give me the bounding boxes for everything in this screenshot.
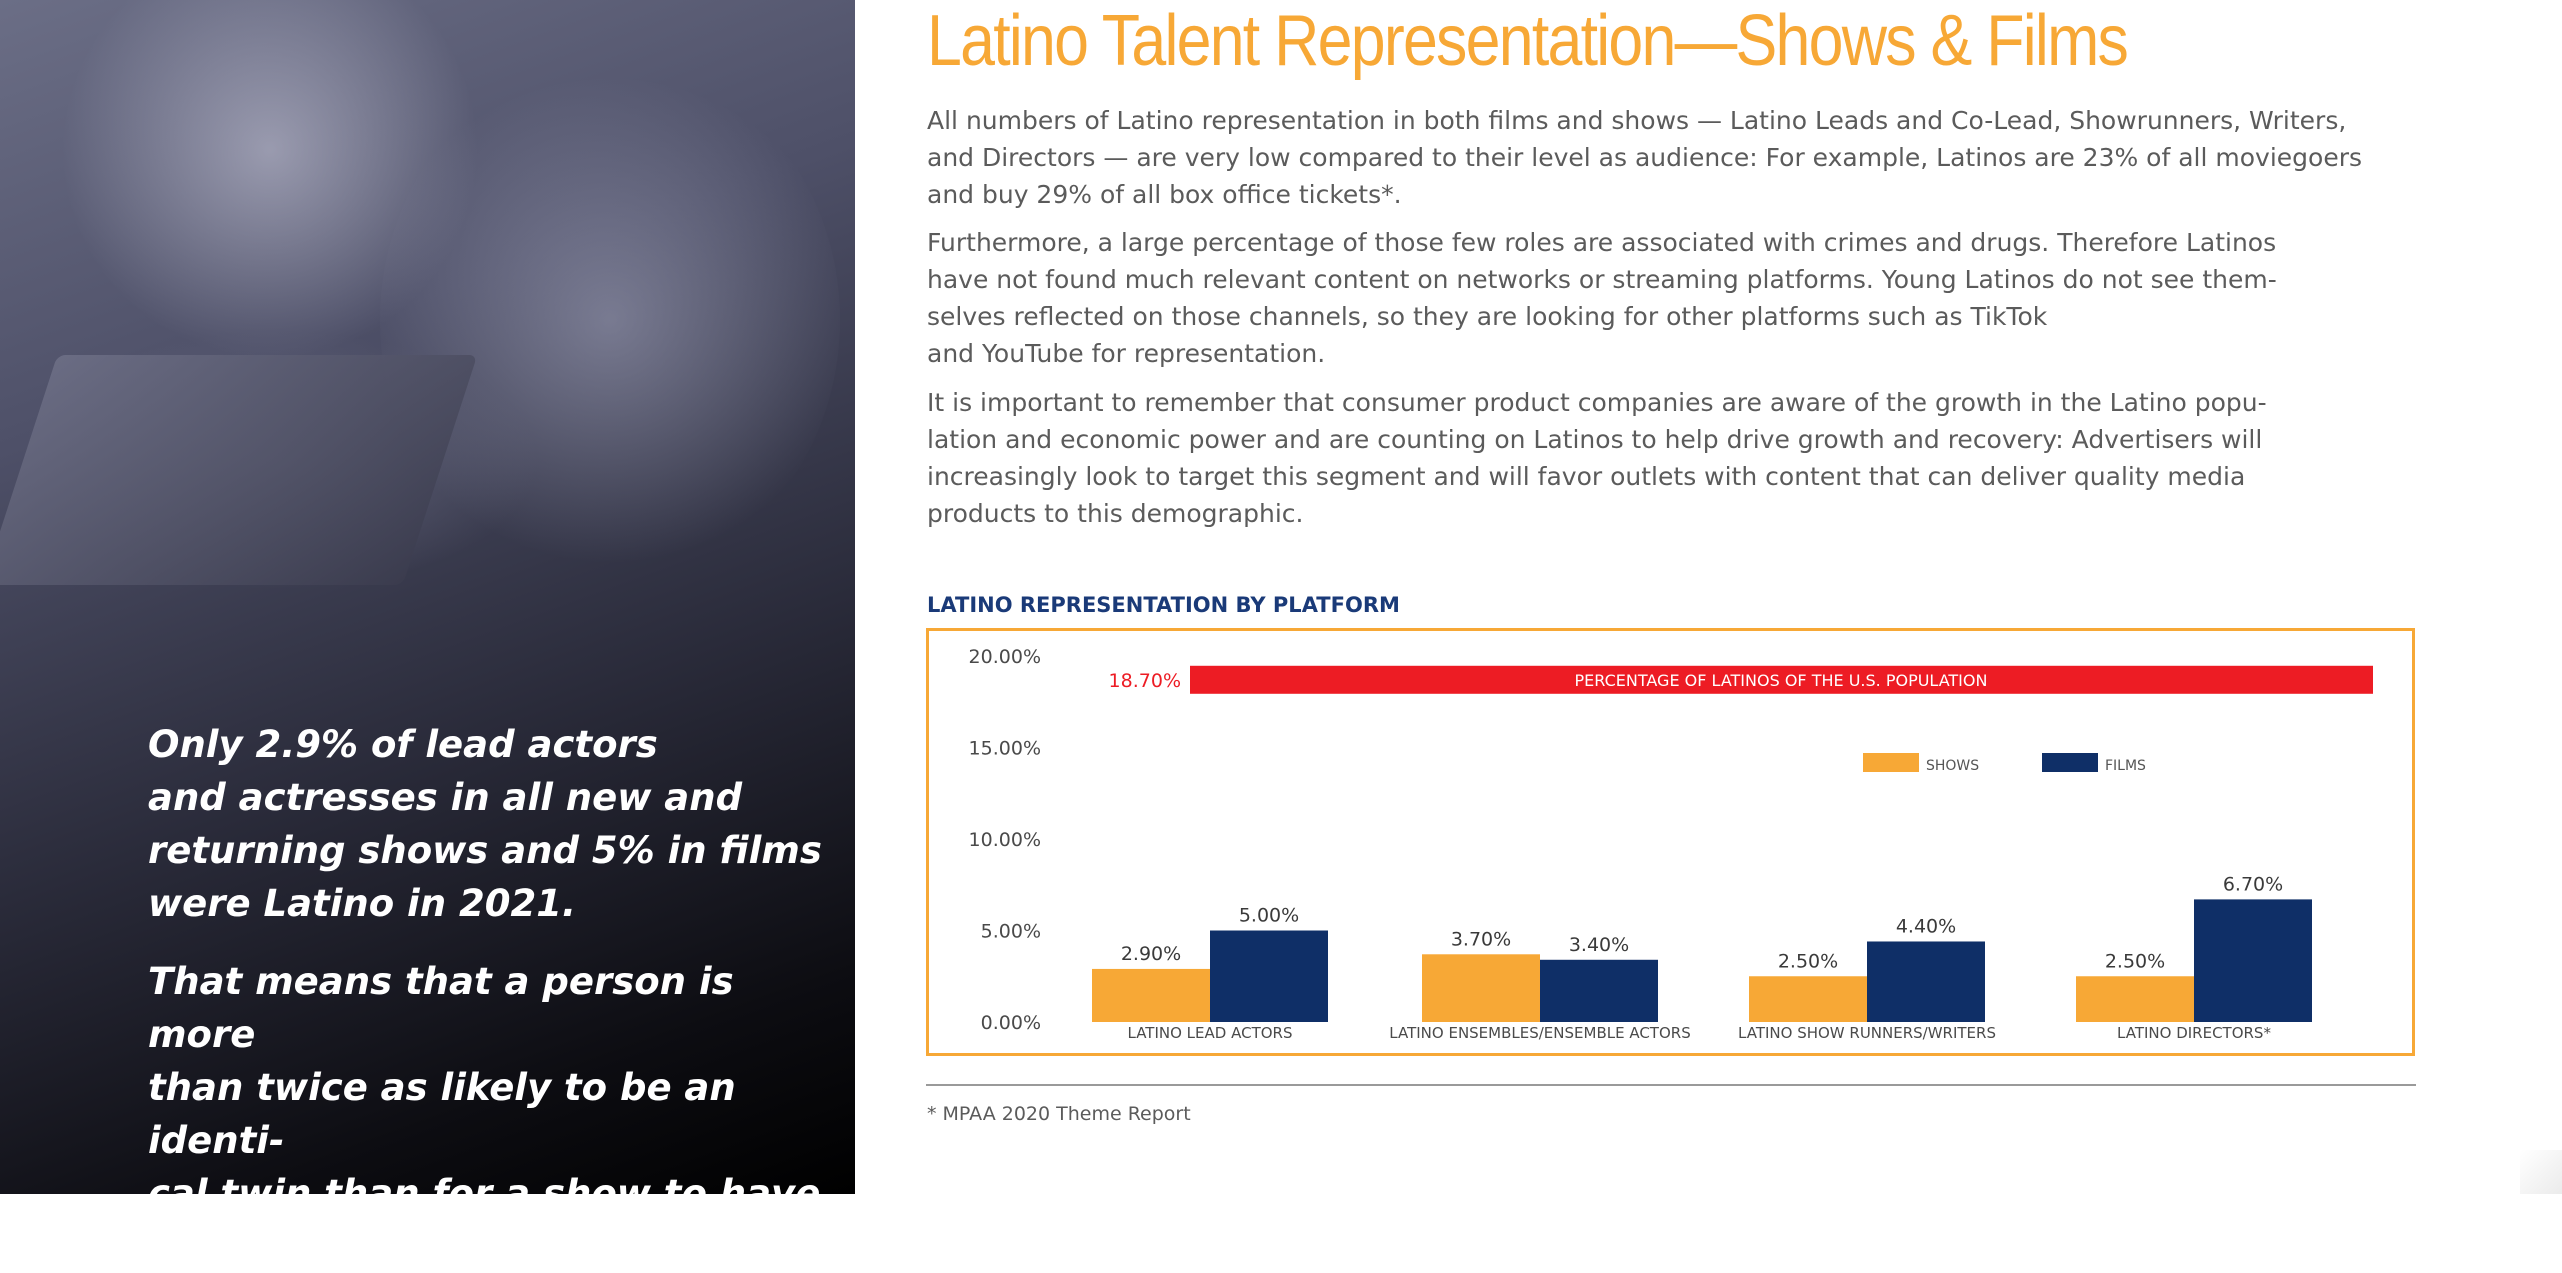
- y-tick-label: 5.00%: [981, 921, 1041, 943]
- x-category-label: LATINO DIRECTORS*: [2117, 1024, 2271, 1042]
- bar-shows: [1749, 976, 1867, 1022]
- body-paragraph-2: Furthermore, a large percentage of those…: [927, 228, 2277, 368]
- divider: [926, 1084, 2416, 1086]
- bar-value-label: 3.40%: [1569, 934, 1629, 956]
- reference-band: [1190, 665, 2373, 694]
- body-paragraph-1: All numbers of Latino representation in …: [927, 106, 2362, 209]
- y-tick-label: 0.00%: [981, 1012, 1041, 1034]
- bar-shows: [2076, 976, 2194, 1022]
- page-shadow: [2520, 1150, 2562, 1194]
- bar-shows: [1092, 968, 1210, 1022]
- bar-value-label: 2.50%: [2105, 950, 2165, 972]
- bar-films: [1540, 959, 1658, 1022]
- reference-value-label: 18.70%: [1109, 670, 1181, 692]
- bar-value-label: 2.90%: [1121, 943, 1181, 965]
- page-title: Latino Talent Representation—Shows & Fil…: [927, 1, 2129, 81]
- laptop-shape: [0, 355, 478, 585]
- reference-band-label: PERCENTAGE OF LATINOS OF THE U.S. POPULA…: [1575, 671, 1988, 690]
- x-category-label: LATINO SHOW RUNNERS/WRITERS: [1738, 1024, 1996, 1042]
- bar-value-label: 5.00%: [1239, 905, 1299, 927]
- chart-frame: [926, 628, 2415, 1056]
- bar-chart: 0.00% 5.00% 10.00% 15.00% 20.00% 18.70% PERCEN…: [969, 646, 2373, 1042]
- legend-swatch-films: [2042, 753, 2098, 772]
- bar-value-label: 2.50%: [1778, 950, 1838, 972]
- x-category-label: LATINO LEAD ACTORS: [1128, 1024, 1293, 1042]
- legend-label-shows: SHOWS: [1926, 758, 1979, 774]
- legend-label-films: FILMS: [2105, 758, 2146, 774]
- legend-swatch-shows: [1863, 753, 1919, 772]
- bar-value-label: 4.40%: [1896, 915, 1956, 937]
- bar-shows: [1422, 954, 1540, 1022]
- bar-value-label: 3.70%: [1451, 928, 1511, 950]
- bar-films: [2194, 899, 2312, 1022]
- hero-photo: [0, 0, 855, 1194]
- y-tick-label: 10.00%: [969, 829, 1041, 851]
- chart-title: LATINO REPRESENTATION BY PLATFORM: [927, 593, 1400, 617]
- pull-quote-2: That means that a person is more than tw…: [148, 960, 821, 1268]
- bar-value-label: 6.70%: [2223, 873, 2283, 895]
- y-tick-label: 15.00%: [969, 738, 1041, 760]
- footnote: * MPAA 2020 Theme Report: [927, 1103, 1191, 1125]
- y-tick-label: 20.00%: [969, 646, 1041, 668]
- x-category-label: LATINO ENSEMBLES/ENSEMBLE ACTORS: [1389, 1024, 1690, 1042]
- bar-films: [1210, 930, 1328, 1022]
- body-paragraph-3: It is important to remember that consume…: [927, 388, 2267, 528]
- pull-quote-1: Only 2.9% of lead actors and actresses i…: [148, 723, 822, 925]
- bar-films: [1867, 941, 1985, 1022]
